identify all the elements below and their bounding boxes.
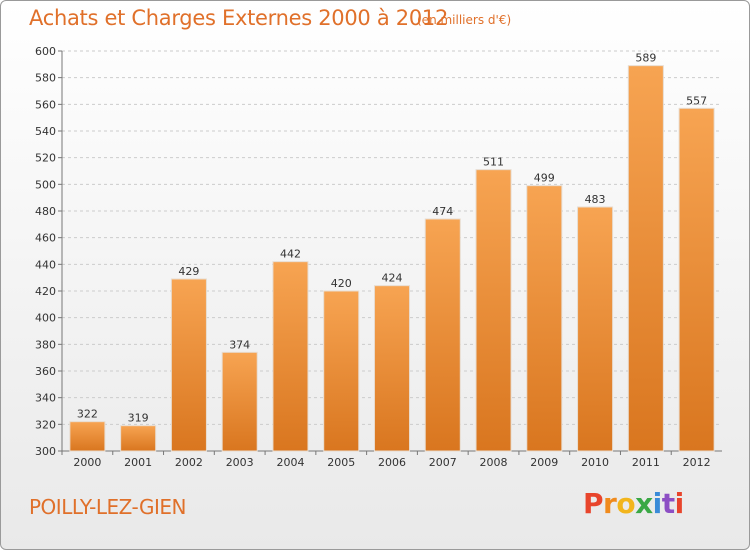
- x-tick-label: 2005: [327, 456, 355, 469]
- value-label: 322: [77, 408, 98, 421]
- y-tick-label: 400: [35, 312, 56, 325]
- x-tick-label: 2009: [530, 456, 558, 469]
- bar: [678, 107, 715, 452]
- chart-title: Achats et Charges Externes 2000 à 2012: [29, 6, 449, 30]
- y-tick-label: 360: [35, 365, 56, 378]
- logo-letter: P: [583, 487, 604, 520]
- value-label: 424: [382, 272, 403, 285]
- chart-subtitle: (en milliers d'€): [417, 13, 512, 27]
- x-tick-label: 2008: [480, 456, 508, 469]
- y-tick-label: 340: [35, 392, 56, 405]
- bar: [120, 425, 157, 452]
- commune-name: POILLY-LEZ-GIEN: [29, 495, 186, 519]
- logo-letter: i: [674, 487, 685, 520]
- bar: [323, 290, 360, 452]
- x-tick-label: 2012: [683, 456, 711, 469]
- bar: [69, 421, 106, 452]
- x-tick-label: 2010: [581, 456, 609, 469]
- y-tick-label: 520: [35, 152, 56, 165]
- y-tick-label: 380: [35, 338, 56, 351]
- y-tick-label: 420: [35, 285, 56, 298]
- y-tick-label: 500: [35, 178, 56, 191]
- value-label: 589: [635, 52, 656, 65]
- proxiti-logo: Proxiti: [583, 487, 684, 520]
- bar: [627, 65, 664, 452]
- x-tick-label: 2006: [378, 456, 406, 469]
- logo-letter: x: [635, 487, 653, 520]
- bar: [424, 218, 461, 452]
- bar: [221, 351, 258, 452]
- y-tick-label: 320: [35, 418, 56, 431]
- label-layer: 322 319 429 374 442 420 424 474 511 499 483 589 557: [77, 52, 707, 425]
- value-label: 557: [686, 94, 707, 107]
- value-label: 474: [432, 205, 453, 218]
- x-tick-label: 2007: [429, 456, 457, 469]
- x-tick-label: 2003: [226, 456, 254, 469]
- x-tick-label: 2011: [632, 456, 660, 469]
- bar-layer: [69, 65, 715, 452]
- bar: [373, 285, 411, 452]
- axis-layer: 300 320 340 360 380 400 420 440 460 480 500 520 540 5…: [35, 45, 722, 469]
- bar: [272, 261, 309, 452]
- bar: [577, 206, 614, 452]
- x-tick-label: 2004: [276, 456, 304, 469]
- logo-letter: o: [616, 487, 636, 520]
- logo-letter: r: [603, 487, 617, 520]
- y-tick-label: 600: [35, 45, 56, 58]
- y-tick-label: 480: [35, 205, 56, 218]
- value-label: 442: [280, 248, 301, 261]
- value-label: 499: [534, 172, 555, 185]
- logo-letter: i: [652, 487, 663, 520]
- bar: [526, 185, 563, 452]
- value-label: 420: [331, 277, 352, 290]
- y-tick-label: 580: [35, 72, 56, 85]
- y-tick-label: 440: [35, 258, 56, 271]
- value-label: 511: [483, 156, 504, 169]
- x-tick-label: 2000: [73, 456, 101, 469]
- y-tick-label: 560: [35, 98, 56, 111]
- value-label: 319: [128, 412, 149, 425]
- bar: [475, 169, 512, 452]
- value-label: 483: [585, 193, 606, 206]
- x-tick-label: 2002: [175, 456, 203, 469]
- bar: [170, 278, 207, 452]
- y-tick-label: 460: [35, 232, 56, 245]
- y-tick-label: 540: [35, 125, 56, 138]
- value-label: 374: [229, 338, 250, 351]
- y-tick-label: 300: [35, 445, 56, 458]
- value-label: 429: [178, 265, 199, 278]
- logo-letter: t: [661, 487, 675, 520]
- x-tick-label: 2001: [124, 456, 152, 469]
